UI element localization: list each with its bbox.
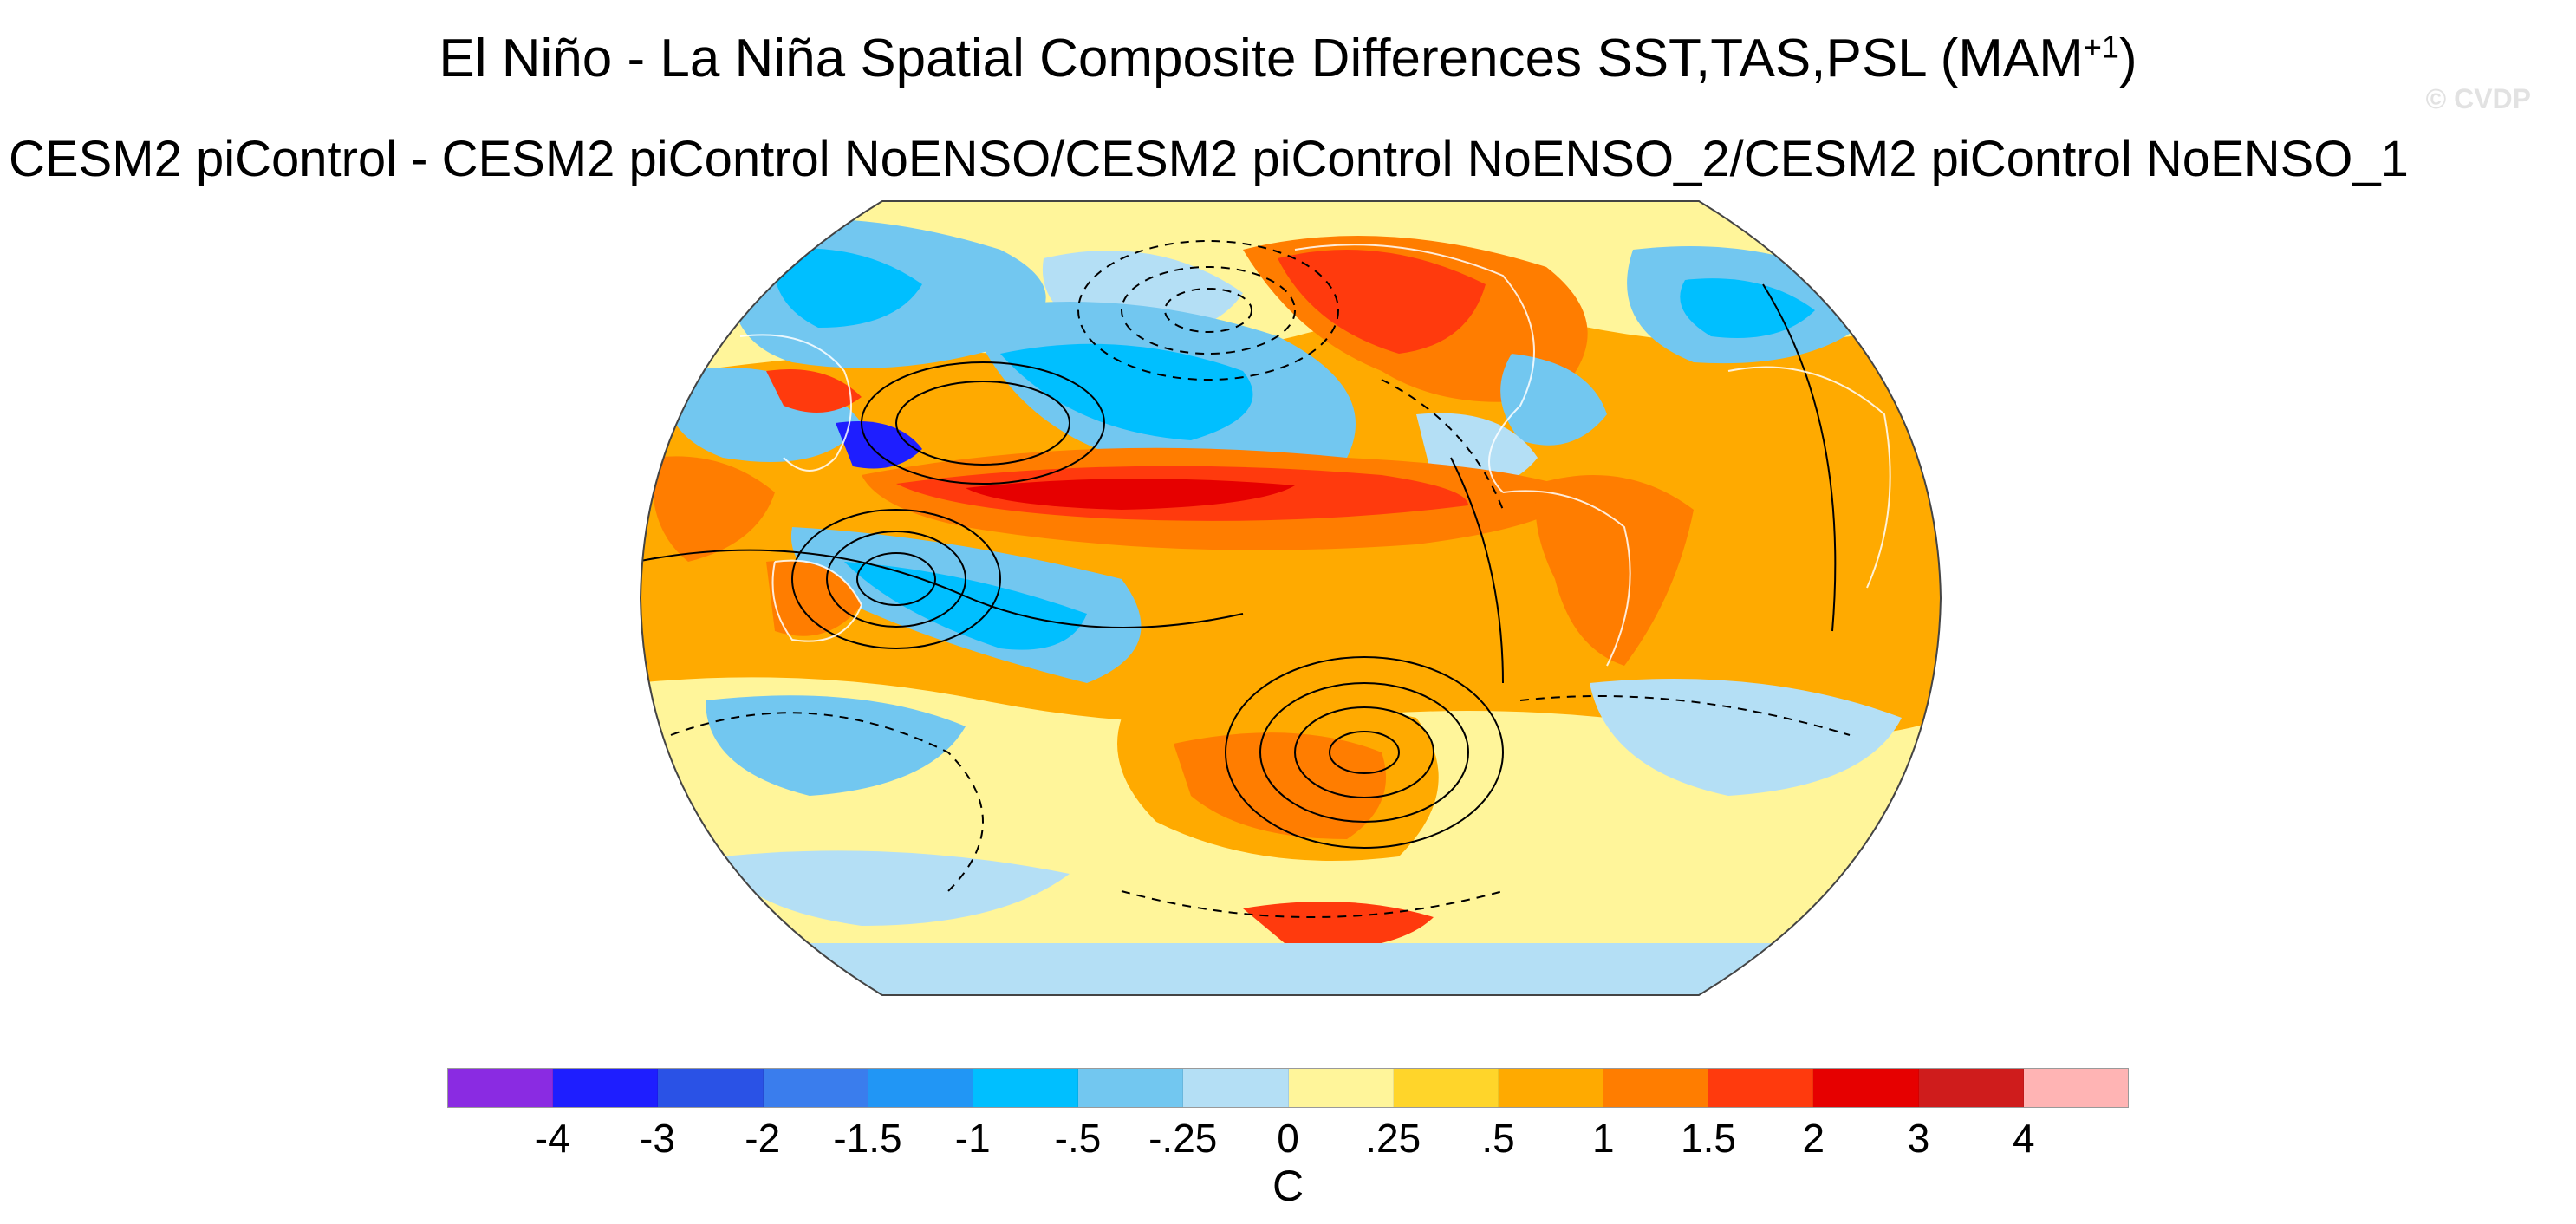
colorbar-tick-label: -2 [745,1116,781,1161]
colorbar-tick-label: 3 [1907,1116,1930,1161]
colorbar-cell [973,1069,1079,1107]
colorbar-cell [1183,1069,1289,1107]
map-outline [639,200,1942,996]
colorbar-tick-label: -.25 [1148,1116,1218,1161]
colorbar-cell [2023,1069,2128,1107]
colorbar-tick-label: -1 [954,1116,991,1161]
colorbar-cell [1288,1069,1394,1107]
title-superscript: +1 [2083,29,2119,65]
colorbar-cell [1078,1069,1184,1107]
colorbar-tick-label: 0 [1277,1116,1299,1161]
colorbar-cell [763,1069,868,1107]
figure-title: El Niño - La Niña Spatial Composite Diff… [0,24,2576,94]
colorbar-cell [1813,1069,1919,1107]
title-text: El Niño - La Niña Spatial Composite Diff… [439,29,2084,88]
colorbar-tick-label: .5 [1481,1116,1515,1161]
colorbar-cell [658,1069,764,1107]
colorbar-tick-label: 1 [1591,1116,1615,1161]
colorbar-cell [1393,1069,1499,1107]
colorbar-cell [448,1069,554,1107]
colorbar-tick-label: 4 [2012,1116,2035,1161]
cvdp-watermark: © CVDP [2425,83,2531,114]
colorbar-tick-label: 1.5 [1681,1116,1736,1161]
colorbar-tick-label: .25 [1365,1116,1421,1161]
colorbar-tick-label: -.5 [1054,1116,1102,1161]
colorbar-bar [447,1068,2129,1108]
colorbar-cell [1498,1069,1604,1107]
colorbar-cell [1603,1069,1709,1107]
figure-subtitle: CESM2 piControl - CESM2 piControl NoENSO… [9,131,2409,187]
colorbar-cell [1708,1069,1814,1107]
colorbar-tick-label: -4 [534,1116,570,1161]
colorbar [447,1068,2129,1111]
title-close: ) [2118,29,2137,88]
colorbar-cell [553,1069,659,1107]
global-map [636,198,1945,999]
colorbar-tick-label: -1.5 [833,1116,902,1161]
map-svg [639,200,1942,996]
map-field [641,201,1941,995]
colorbar-tick-label: 2 [1802,1116,1825,1161]
colorbar-cell [1918,1069,2024,1107]
colorbar-tick-label: -3 [640,1116,675,1161]
colorbar-unit: C [1272,1162,1304,1210]
colorbar-cell [868,1069,973,1107]
